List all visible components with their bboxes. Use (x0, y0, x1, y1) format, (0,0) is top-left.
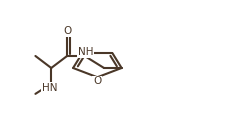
Text: NH: NH (78, 47, 93, 57)
Text: O: O (93, 76, 101, 86)
Text: HN: HN (42, 83, 57, 93)
Text: O: O (63, 26, 71, 36)
